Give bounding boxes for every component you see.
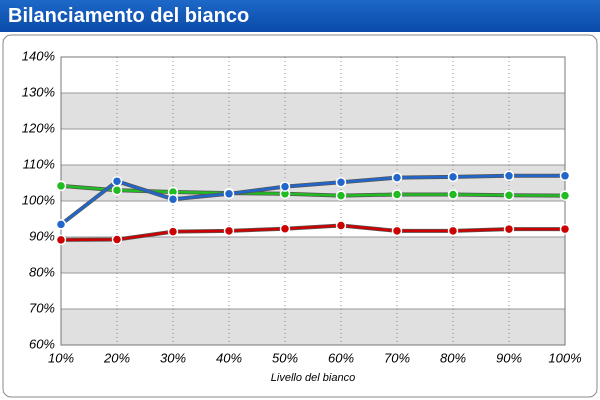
- x-tick-label: 50%: [272, 350, 298, 365]
- y-tick-label: 130%: [22, 84, 55, 99]
- y-tick-label: 140%: [22, 48, 55, 63]
- data-point: [503, 223, 515, 235]
- data-point: [111, 175, 123, 187]
- x-tick-label: 20%: [103, 350, 130, 365]
- data-point: [335, 220, 347, 231]
- x-axis-label: Livello del bianco: [271, 372, 355, 384]
- data-point: [391, 189, 403, 200]
- x-tick-label: 60%: [328, 350, 354, 365]
- y-tick-label: 80%: [29, 264, 55, 279]
- x-tick-label: 40%: [216, 350, 242, 365]
- y-tick-label: 110%: [23, 156, 55, 171]
- data-point: [391, 225, 403, 237]
- series-line: [60, 174, 565, 226]
- series-line: [60, 224, 565, 242]
- data-point: [279, 181, 291, 192]
- x-tick-label: 10%: [48, 350, 74, 365]
- data-point: [223, 225, 235, 237]
- data-point: [111, 184, 123, 196]
- x-tick-label: 100%: [548, 350, 581, 365]
- data-point: [503, 170, 515, 182]
- data-point: [559, 223, 571, 235]
- grid-band: [61, 93, 565, 129]
- grid-band: [61, 237, 565, 273]
- data-point: [167, 226, 179, 237]
- data-point: [55, 180, 67, 192]
- y-tick-label: 70%: [29, 300, 55, 315]
- data-point: [447, 171, 459, 183]
- plot-border: [60, 56, 566, 346]
- x-tick-label: 30%: [160, 350, 186, 365]
- data-point: [55, 234, 67, 246]
- data-point: [223, 188, 235, 200]
- data-point: [559, 190, 571, 201]
- data-point: [559, 170, 571, 182]
- y-tick-label: 120%: [22, 120, 55, 135]
- y-tick-label: 90%: [29, 228, 55, 243]
- data-point: [167, 193, 179, 205]
- data-point: [55, 219, 67, 230]
- data-point: [335, 190, 347, 201]
- data-point: [503, 189, 515, 201]
- chart: 60% 70% 80% 90% 100% 110% 120% 130% 140% 10% 20% 30…: [2, 34, 598, 398]
- x-tick-label: 90%: [496, 350, 522, 365]
- header-title: Bilanciamento del bianco: [0, 0, 600, 32]
- x-tick-label: 80%: [440, 350, 466, 365]
- grid-band: [61, 309, 565, 345]
- data-point: [335, 177, 347, 188]
- x-tick-label: 70%: [384, 350, 410, 365]
- data-point: [447, 189, 459, 200]
- data-point: [279, 223, 291, 234]
- data-point: [447, 225, 459, 237]
- data-point: [391, 172, 403, 183]
- data-point: [111, 234, 123, 245]
- y-tick-label: 60%: [29, 336, 55, 351]
- y-tick-label: 100%: [22, 192, 55, 207]
